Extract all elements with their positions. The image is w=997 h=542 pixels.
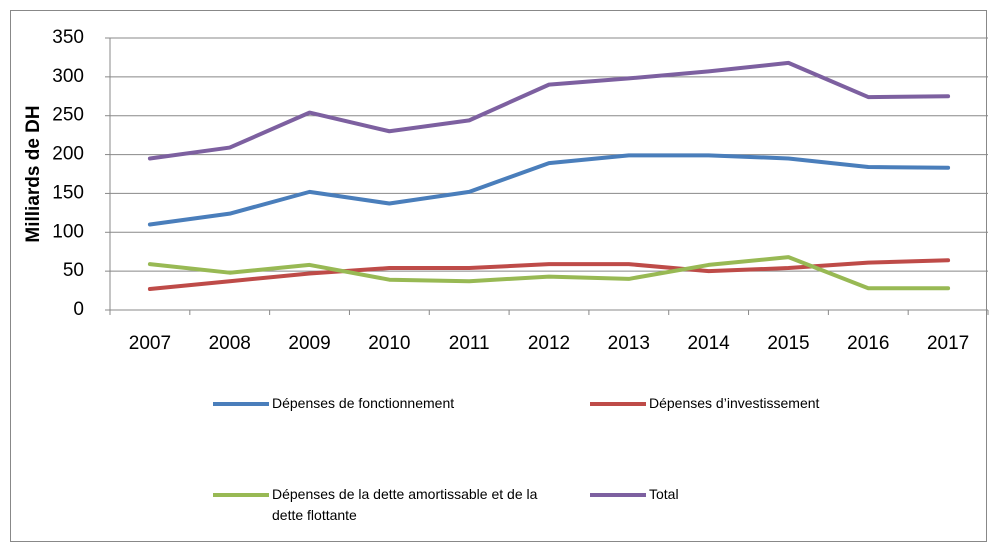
legend-entry: Dépenses de la dette amortissable et de …	[213, 484, 562, 526]
x-tick-label: 2010	[368, 333, 410, 354]
y-tick-label: 200	[52, 144, 84, 165]
x-tick-label: 2008	[209, 333, 251, 354]
x-tick-label: 2013	[608, 333, 650, 354]
x-tick-label: 2011	[449, 333, 490, 354]
y-tick-label: 150	[52, 182, 84, 203]
y-tick-label: 250	[52, 105, 84, 126]
x-tick-label: 2014	[687, 333, 730, 354]
legend-entry: Dépenses de fonctionnement	[213, 393, 562, 414]
legend-swatch	[590, 402, 646, 406]
y-tick-label: 0	[73, 299, 84, 320]
x-tick-label: 2017	[927, 333, 969, 354]
x-tick-label: 2012	[528, 333, 570, 354]
series-line	[147, 255, 951, 291]
y-tick-label: 50	[63, 260, 84, 281]
y-tick-label: 100	[52, 221, 84, 242]
legend-swatch	[213, 402, 269, 406]
legend-entry: Dépenses d’investissement	[590, 393, 939, 414]
legend-entry: Total	[590, 484, 939, 505]
x-tick-label: 2007	[129, 333, 171, 354]
series-line	[147, 60, 951, 161]
x-tick-label: 2016	[847, 333, 889, 354]
x-tick-label: 2009	[288, 333, 330, 354]
legend-label: Total	[649, 486, 679, 502]
series-line	[147, 153, 951, 227]
y-tick-label: 300	[52, 66, 84, 87]
legend-swatch	[590, 493, 646, 497]
legend-label: Dépenses d’investissement	[649, 395, 820, 411]
y-tick-label: 350	[52, 27, 84, 48]
y-axis-label: Milliards de DH	[23, 105, 44, 242]
legend-label: Dépenses de la dette amortissable et de …	[272, 486, 538, 523]
x-tick-label: 2015	[767, 333, 809, 354]
legend-label: Dépenses de fonctionnement	[272, 395, 455, 411]
legend-swatch	[213, 493, 269, 497]
